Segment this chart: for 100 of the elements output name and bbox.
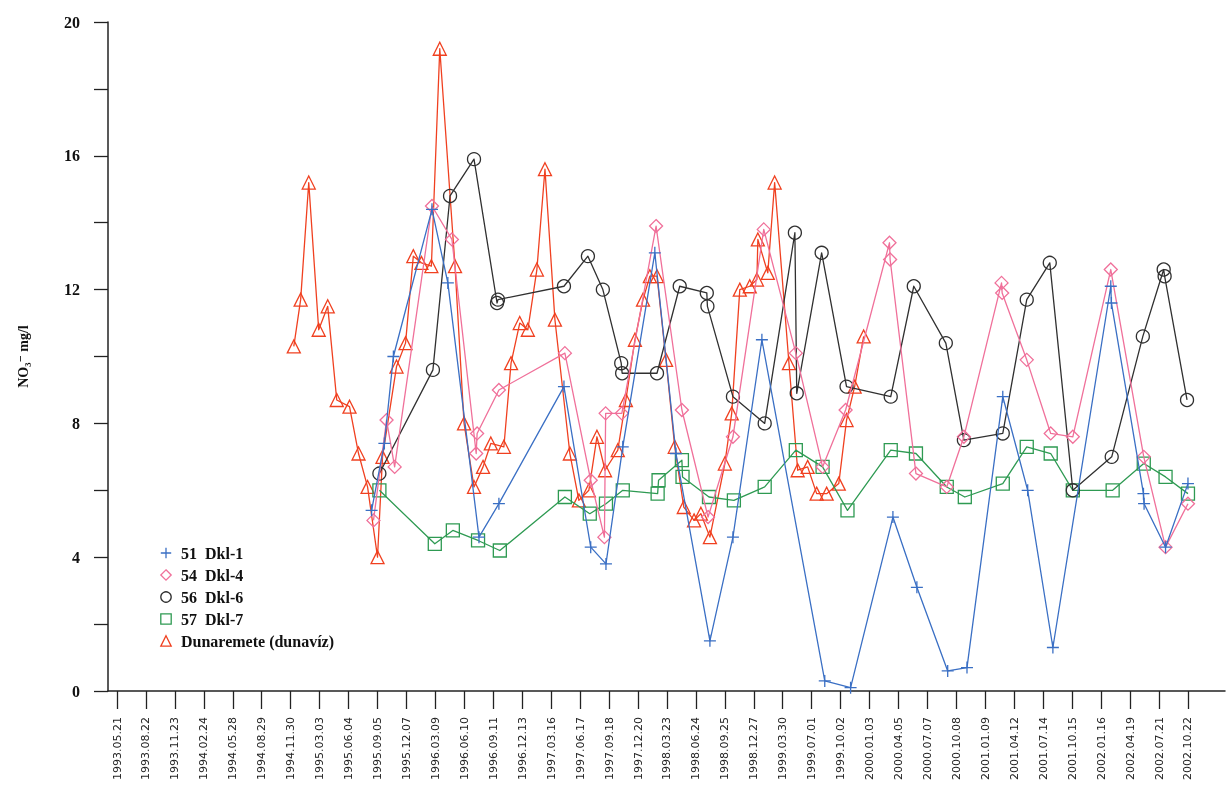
point bbox=[883, 389, 898, 404]
y-axis-title: NO₃⁻ mg/l bbox=[15, 325, 31, 388]
legend-label: 56 Dkl-6 bbox=[181, 588, 244, 606]
point bbox=[938, 335, 953, 351]
x-tick-label: 1999.07.01 bbox=[805, 717, 819, 780]
point bbox=[372, 483, 387, 498]
point bbox=[599, 557, 613, 571]
point bbox=[490, 292, 506, 307]
point bbox=[557, 346, 573, 361]
x-tick-label: 1997.12.20 bbox=[631, 717, 645, 780]
point bbox=[469, 426, 485, 441]
point bbox=[960, 660, 974, 675]
point bbox=[1179, 392, 1195, 408]
y-tick-label: 4 bbox=[72, 548, 80, 566]
x-tick-label: 1993.05.21 bbox=[110, 717, 124, 780]
point bbox=[441, 276, 455, 290]
point bbox=[882, 252, 898, 267]
point bbox=[615, 483, 630, 498]
point bbox=[701, 489, 717, 505]
point bbox=[755, 333, 769, 347]
x-tick-label: 2001.04.12 bbox=[1007, 717, 1021, 780]
point bbox=[757, 479, 772, 495]
point bbox=[615, 366, 630, 381]
point bbox=[703, 634, 717, 648]
point bbox=[725, 389, 741, 404]
x-tick-label: 1994.11.30 bbox=[284, 717, 298, 780]
point bbox=[472, 530, 486, 544]
point bbox=[648, 218, 664, 234]
y-tick-label: 20 bbox=[64, 13, 80, 31]
point bbox=[941, 664, 955, 678]
x-tick-label: 1996.03.09 bbox=[428, 717, 442, 780]
point bbox=[470, 533, 486, 548]
point bbox=[1042, 255, 1057, 270]
x-tick-label: 2002.01.16 bbox=[1094, 717, 1108, 780]
point bbox=[757, 416, 772, 431]
legend-label: Dunaremete (dunavíz) bbox=[181, 632, 335, 651]
point bbox=[387, 459, 402, 475]
point bbox=[814, 245, 829, 260]
point bbox=[1046, 640, 1060, 655]
point bbox=[699, 285, 714, 301]
x-tick-label: 1998.03.23 bbox=[660, 717, 674, 780]
x-tick-label: 1994.08.29 bbox=[255, 717, 269, 780]
point bbox=[1105, 483, 1120, 498]
point bbox=[595, 282, 610, 297]
point bbox=[1135, 329, 1150, 344]
x-tick-label: 2002.10.22 bbox=[1181, 717, 1195, 780]
point bbox=[1019, 439, 1034, 454]
point bbox=[489, 295, 505, 311]
point bbox=[492, 543, 507, 558]
point bbox=[424, 198, 440, 214]
y-tick-label: 16 bbox=[64, 147, 80, 165]
point bbox=[386, 349, 401, 364]
y-tick-label: 12 bbox=[64, 281, 80, 299]
x-tick-label: 1998.06.24 bbox=[689, 717, 703, 780]
point bbox=[908, 466, 924, 481]
point bbox=[725, 429, 741, 444]
point bbox=[614, 406, 629, 421]
x-tick-label: 1995.09.05 bbox=[371, 717, 385, 780]
point bbox=[648, 246, 662, 260]
point bbox=[584, 540, 598, 554]
point bbox=[1104, 296, 1119, 310]
point bbox=[580, 249, 596, 264]
point bbox=[1136, 449, 1151, 464]
point bbox=[597, 529, 612, 545]
point bbox=[614, 356, 629, 371]
x-tick-label: 2000.01.03 bbox=[863, 717, 877, 780]
x-tick-label: 1994.02.24 bbox=[197, 717, 211, 780]
x-tick-label: 1996.09.11 bbox=[486, 717, 500, 780]
x-tick-label: 2000.07.07 bbox=[920, 717, 934, 780]
point bbox=[1158, 469, 1173, 485]
x-tick-label: 1997.09.18 bbox=[602, 717, 616, 780]
point bbox=[1136, 486, 1151, 501]
point bbox=[883, 443, 898, 458]
point bbox=[1103, 262, 1118, 277]
point bbox=[788, 346, 803, 361]
point bbox=[650, 486, 665, 501]
point bbox=[726, 493, 742, 508]
x-tick-label: 1993.08.22 bbox=[139, 717, 153, 780]
point bbox=[995, 476, 1010, 491]
point bbox=[843, 681, 858, 695]
legend-label: 54 Dkl-4 bbox=[181, 566, 244, 584]
x-tick-label: 2001.07.14 bbox=[1036, 717, 1050, 780]
point bbox=[1181, 476, 1195, 491]
point bbox=[444, 232, 460, 247]
point bbox=[1136, 456, 1151, 471]
point bbox=[1043, 426, 1058, 441]
point bbox=[674, 402, 690, 418]
x-tick-label: 1995.03.03 bbox=[313, 717, 327, 780]
point bbox=[377, 436, 392, 451]
x-tick-label: 1995.06.04 bbox=[342, 717, 356, 780]
point bbox=[1104, 279, 1118, 293]
point bbox=[908, 446, 924, 461]
point bbox=[956, 429, 972, 444]
point bbox=[840, 503, 855, 518]
x-tick-label: 1998.09.25 bbox=[718, 717, 732, 780]
point bbox=[1180, 486, 1196, 501]
point bbox=[1043, 446, 1058, 461]
x-tick-label: 2000.10.08 bbox=[949, 717, 963, 780]
x-tick-label: 1994.05.28 bbox=[226, 717, 240, 780]
point bbox=[1157, 269, 1172, 284]
